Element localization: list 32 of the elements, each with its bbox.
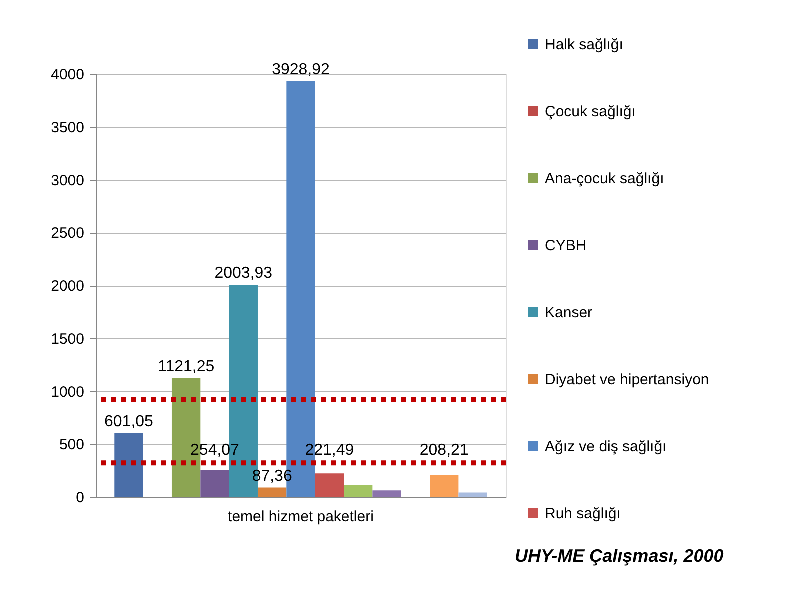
legend-label: Kanser [545,304,593,322]
bar [315,474,344,497]
legend-label: Çocuk sağlığı [545,104,636,120]
y-tick-label: 1500 [51,330,84,348]
y-tick-label: 0 [76,490,84,506]
bar [258,488,287,497]
y-tick-label: 1000 [51,384,84,401]
y-tick-label: 3000 [51,172,84,190]
y-tick-label: 500 [59,436,84,454]
x-tick-label: temel hizmet paketleri [228,508,374,526]
legend-label: Ana-çocuk sağlığı [545,170,664,188]
text: UHY-ME Çalışması, 2000 [515,546,724,566]
bar [344,485,373,497]
y-tick-label: 4000 [51,66,84,84]
y-tick-label: 2000 [51,278,84,295]
data-label: 1121,25 [158,358,215,376]
data-label: 3928,92 [272,62,330,79]
bar [372,490,402,497]
legend-label: Diyabet ve hipertansiyon [545,372,710,388]
data-label: 601,05 [104,413,154,430]
bar [114,433,144,497]
legend-label: CYBH [545,238,587,254]
bar [458,492,488,497]
y-tick-label: 3500 [51,119,84,136]
y-tick-label: 2500 [51,225,84,242]
bar [200,470,230,497]
legend-label: Ağız ve diş sağlığı [545,438,667,456]
bar [430,474,459,497]
data-label: 2003,93 [214,265,273,282]
data-label: 208,21 [420,442,469,460]
legend-label: Halk sağlığı [545,36,624,54]
legend-label: Ruh sağlığı [545,506,621,522]
